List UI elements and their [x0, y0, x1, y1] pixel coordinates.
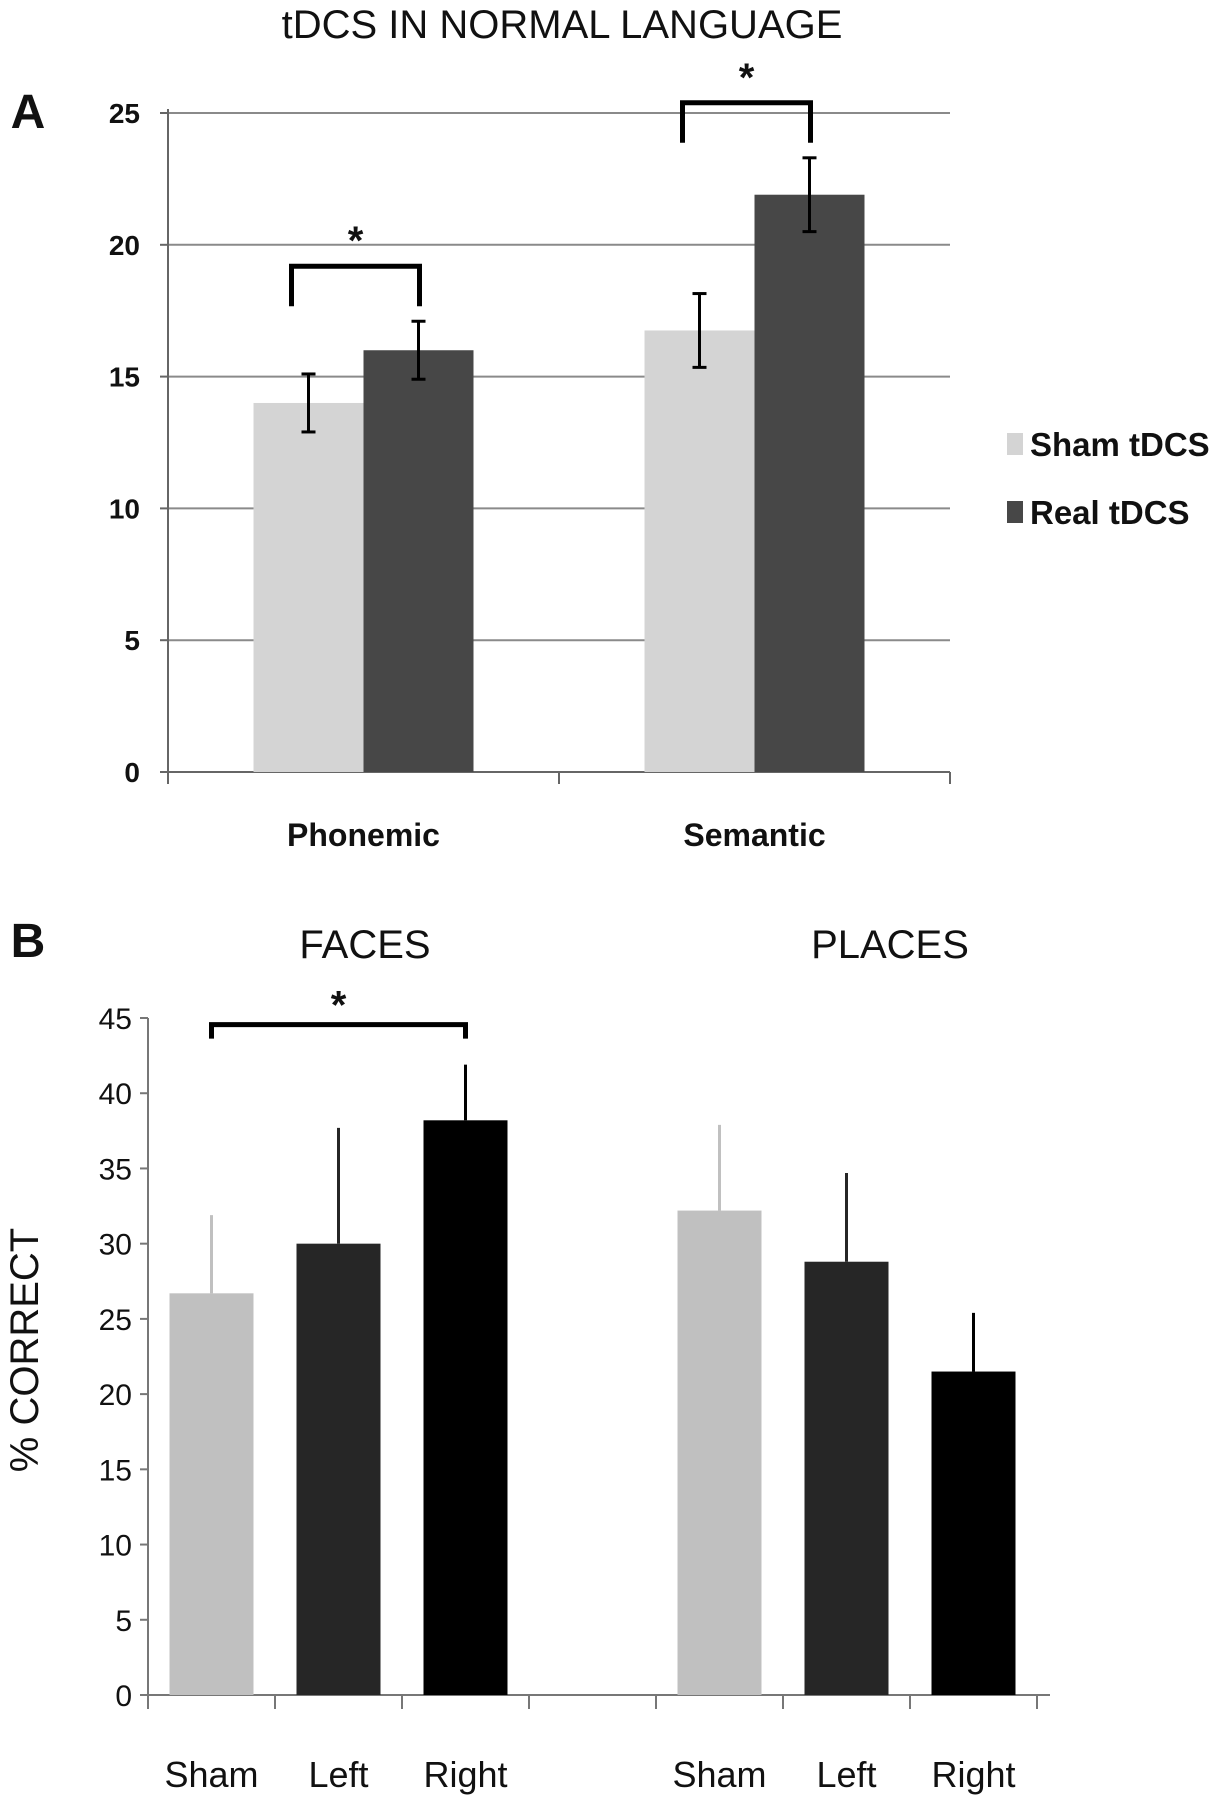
y-tick-label-b-1: 5	[115, 1605, 132, 1638]
chart-b: 0 5 10 15 20 25 30 35 40 45 Sham Left Right Sham Left R…	[99, 984, 1050, 1795]
chart-a-title: tDCS IN NORMAL LANGUAGE	[282, 3, 843, 47]
x-tick-label-faces-left: Left	[308, 1754, 368, 1795]
y-tick-label-b-7: 35	[99, 1153, 132, 1186]
bar-places-left	[804, 1261, 889, 1695]
y-tick-label-b-3: 15	[99, 1454, 132, 1487]
significance-star-b-0: *	[331, 984, 347, 1028]
y-tick-label-a-4: 20	[109, 230, 140, 261]
x-tick-label-semantic: Semantic	[683, 817, 825, 853]
bar-faces-sham	[169, 1293, 254, 1695]
y-tick-label-a-5: 25	[109, 98, 140, 129]
bar-places-sham	[677, 1210, 762, 1695]
y-tick-label-b-0: 0	[115, 1680, 132, 1713]
significance-bracket-b-0	[209, 1022, 468, 1039]
y-tick-label-b-4: 20	[99, 1379, 132, 1412]
y-tick-label-a-1: 5	[124, 625, 140, 656]
x-tick-label-phonemic: Phonemic	[287, 817, 440, 853]
x-tick-label-places-right: Right	[931, 1754, 1015, 1795]
x-tick-label-places-left: Left	[816, 1754, 876, 1795]
x-tick-label-faces-sham: Sham	[164, 1754, 258, 1795]
significance-bracket-a-0	[289, 263, 422, 307]
bar-faces-left	[296, 1243, 381, 1695]
bar-real-phonemic	[363, 350, 474, 772]
y-tick-label-b-9: 45	[99, 1003, 132, 1036]
significance-star-a-1: *	[739, 56, 755, 100]
y-axis-label-b: % CORRECT	[3, 1228, 47, 1472]
y-tick-label-b-5: 25	[99, 1304, 132, 1337]
y-tick-label-a-2: 10	[109, 493, 140, 524]
group-label-places: PLACES	[811, 923, 969, 967]
panel-b-label: B	[11, 915, 46, 968]
y-tick-label-a-3: 15	[109, 362, 140, 393]
legend-label-real: Real tDCS	[1030, 494, 1190, 531]
legend-swatch-real	[1007, 501, 1023, 523]
bar-faces-right	[423, 1120, 508, 1695]
bar-sham-phonemic	[253, 402, 364, 772]
legend-swatch-sham	[1007, 433, 1023, 455]
x-tick-label-places-sham: Sham	[672, 1754, 766, 1795]
y-tick-label-a-0: 0	[124, 757, 140, 788]
bar-real-semantic	[754, 194, 865, 772]
legend-label-sham: Sham tDCS	[1030, 426, 1210, 463]
panel-a-label: A	[11, 86, 46, 139]
significance-star-a-0: *	[348, 219, 364, 263]
bar-places-right	[931, 1371, 1016, 1695]
group-label-faces: FACES	[299, 923, 430, 967]
y-tick-label-b-6: 30	[99, 1229, 132, 1262]
x-tick-label-faces-right: Right	[423, 1754, 507, 1795]
significance-bracket-a-1	[680, 100, 813, 143]
chart-a: 0 5 10 15 20 25 Phonemic Semantic * *	[109, 56, 951, 853]
bar-sham-semantic	[644, 330, 755, 772]
legend-a: Sham tDCS Real tDCS	[1007, 426, 1210, 531]
y-tick-label-b-2: 10	[99, 1530, 132, 1563]
y-tick-label-b-8: 40	[99, 1078, 132, 1111]
